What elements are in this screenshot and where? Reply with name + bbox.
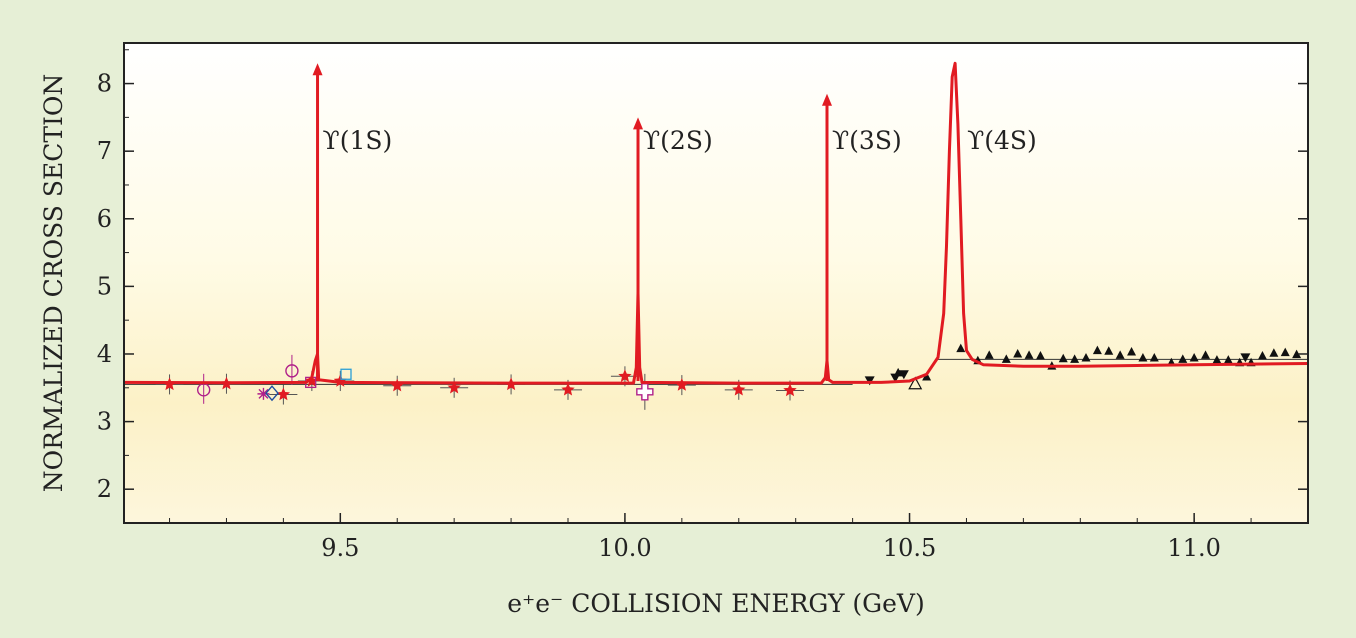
y-axis-title: NORMALIZED CROSS SECTION [39, 74, 68, 493]
plot-background [124, 43, 1308, 523]
fit-curve [123, 61, 1309, 385]
data-point-star [732, 382, 746, 396]
data-point-inverted-triangle [1240, 353, 1251, 363]
data-point-triangle [1149, 353, 1159, 362]
data-point-star [333, 374, 347, 387]
data-point-triangle [1280, 347, 1290, 357]
x-tick-label: 10.5 [883, 534, 936, 562]
x-axis-title: e⁺e⁻ COLLISION ENERGY (GeV) [507, 589, 924, 618]
data-point-triangle [1189, 353, 1199, 362]
y-tick-label: 4 [97, 340, 112, 368]
data-point-triangle [1035, 351, 1045, 360]
peak-label: ϒ(3S) [832, 126, 902, 155]
data-point-triangle [1104, 346, 1114, 355]
peak-label: ϒ(4S) [967, 126, 1037, 155]
resonance-arrowhead [312, 63, 323, 76]
data-point-triangle [1127, 346, 1137, 356]
data-point-triangle [1013, 348, 1023, 358]
x-tick-label: 10.0 [598, 534, 651, 562]
peak-label: ϒ(2S) [643, 126, 713, 155]
data-point-star [561, 382, 575, 396]
data-point-circle [285, 364, 299, 378]
data-point-triangle [1201, 350, 1211, 359]
data-point-triangle [1058, 353, 1068, 363]
y-tick-label: 3 [97, 408, 112, 436]
data-point-triangle [1092, 345, 1102, 355]
resonance-arrowhead [633, 117, 644, 130]
peak-label: ϒ(1S) [323, 126, 393, 155]
data-point-triangle [1292, 349, 1302, 359]
data-point-star [447, 380, 461, 394]
data-point-star [276, 387, 290, 401]
data-point-star [783, 383, 797, 397]
data-point-inverted-triangle [890, 373, 901, 383]
data-point-triangle [1178, 354, 1188, 363]
resonance-arrowhead [822, 93, 832, 106]
data-point-inverted-triangle [898, 370, 909, 380]
data-point-diamond [265, 385, 279, 402]
y-tick-label: 5 [97, 272, 112, 300]
data-point-triangle [1070, 354, 1080, 363]
data-point-inverted-triangle [864, 376, 875, 386]
x-tick-label: 9.5 [321, 534, 359, 562]
data-point-triangle [922, 371, 932, 381]
data-point-triangle [1024, 350, 1034, 359]
data-point-open-triangle [908, 376, 923, 390]
data-point-cross [636, 383, 654, 401]
data-point-star [675, 378, 689, 391]
data-point-square [340, 368, 352, 380]
data-point-asterisk [257, 387, 270, 400]
data-point-triangle [1212, 355, 1222, 364]
y-tick-label: 8 [97, 70, 112, 98]
data-point-triangle [956, 343, 966, 353]
data-point-star [618, 369, 632, 382]
plot-frame [123, 42, 1309, 524]
data-point-triangle [1081, 353, 1091, 362]
data-point-triangle [1257, 351, 1267, 360]
y-tick-label: 7 [97, 137, 112, 165]
data-point-triangle [1138, 353, 1148, 362]
y-tick-label: 2 [97, 475, 112, 503]
data-point-triangle [1115, 350, 1125, 359]
data-point-star [390, 378, 404, 392]
data-point-triangle [1001, 354, 1011, 363]
x-tick-label: 11.0 [1167, 534, 1220, 562]
data-point-triangle [1269, 348, 1279, 357]
y-tick-label: 6 [97, 205, 112, 233]
data-point-triangle [1223, 355, 1233, 364]
data-point-triangle [984, 350, 994, 359]
